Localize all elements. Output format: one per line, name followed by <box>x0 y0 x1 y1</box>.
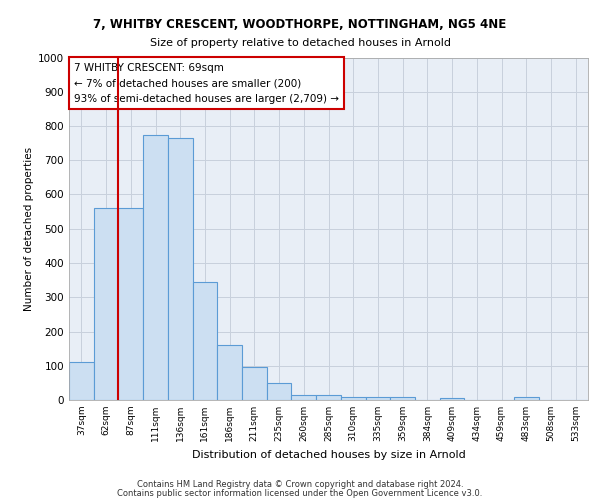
Bar <box>168 138 193 400</box>
Bar <box>514 396 539 400</box>
Bar <box>365 396 390 400</box>
Bar <box>316 395 341 400</box>
Bar <box>217 345 242 400</box>
Bar <box>292 395 316 400</box>
Bar <box>390 398 415 400</box>
Text: Size of property relative to detached houses in Arnold: Size of property relative to detached ho… <box>149 38 451 48</box>
Bar <box>193 282 217 400</box>
Bar <box>341 396 365 400</box>
Bar <box>94 208 118 400</box>
X-axis label: Distribution of detached houses by size in Arnold: Distribution of detached houses by size … <box>191 450 466 460</box>
Text: 7, WHITBY CRESCENT, WOODTHORPE, NOTTINGHAM, NG5 4NE: 7, WHITBY CRESCENT, WOODTHORPE, NOTTINGH… <box>94 18 506 30</box>
Text: Contains HM Land Registry data © Crown copyright and database right 2024.: Contains HM Land Registry data © Crown c… <box>137 480 463 489</box>
Bar <box>69 362 94 400</box>
Bar <box>118 208 143 400</box>
Bar <box>143 134 168 400</box>
Bar <box>242 368 267 400</box>
Text: 7 WHITBY CRESCENT: 69sqm
← 7% of detached houses are smaller (200)
93% of semi-d: 7 WHITBY CRESCENT: 69sqm ← 7% of detache… <box>74 62 339 104</box>
Bar <box>440 398 464 400</box>
Text: Contains public sector information licensed under the Open Government Licence v3: Contains public sector information licen… <box>118 488 482 498</box>
Bar <box>267 383 292 400</box>
Y-axis label: Number of detached properties: Number of detached properties <box>24 146 34 311</box>
